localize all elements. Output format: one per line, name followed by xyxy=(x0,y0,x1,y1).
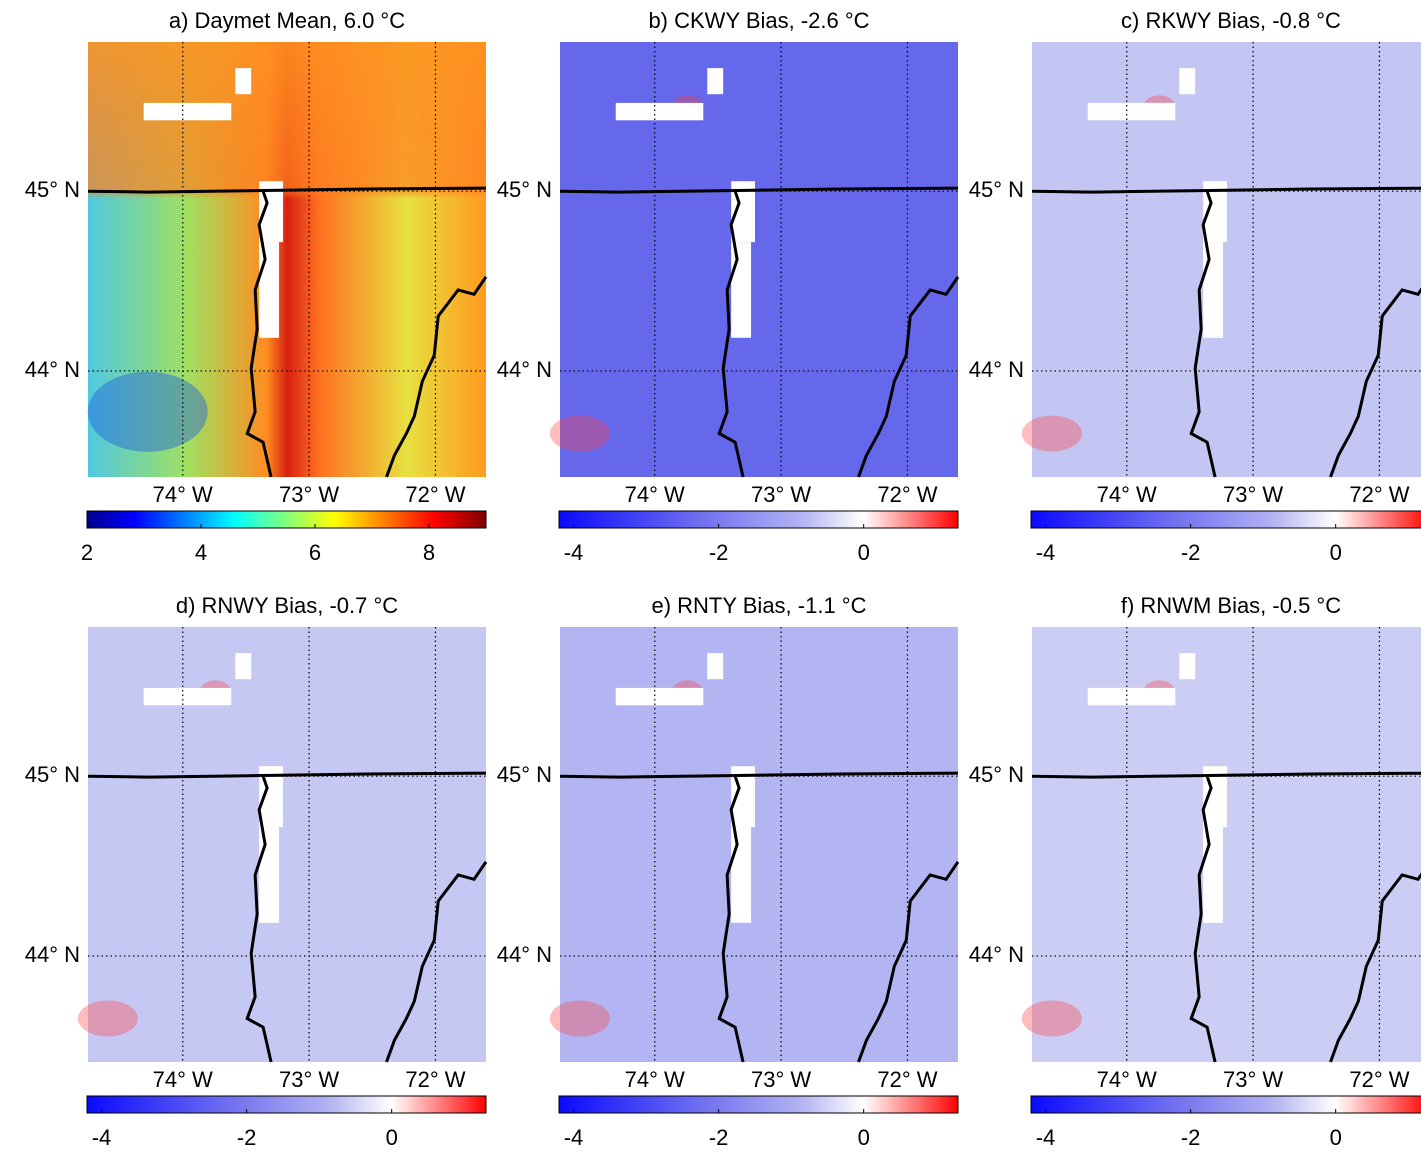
colorbar xyxy=(87,1096,486,1113)
colorbar xyxy=(1031,511,1421,528)
lon-label: 73° W xyxy=(1223,482,1283,507)
no-data-area xyxy=(731,242,751,338)
colorbar-tick-label: -4 xyxy=(92,1125,112,1150)
no-data-area xyxy=(616,103,704,120)
map-cold-patch xyxy=(88,372,208,452)
lon-label: 72° W xyxy=(877,482,937,507)
no-data-area xyxy=(144,103,232,120)
panel-title: d) RNWY Bias, -0.7 °C xyxy=(176,593,398,618)
panel-title: e) RNTY Bias, -1.1 °C xyxy=(651,593,866,618)
no-data-area xyxy=(707,653,723,679)
lon-label: 74° W xyxy=(153,1067,213,1092)
no-data-area xyxy=(1203,827,1223,923)
colorbar-tick-label: -4 xyxy=(564,1125,584,1150)
lon-label: 73° W xyxy=(1223,1067,1283,1092)
colorbar-tick-label: -4 xyxy=(1036,540,1056,565)
lat-label: 44° N xyxy=(497,357,552,382)
lat-label: 45° N xyxy=(25,177,80,202)
no-data-area xyxy=(707,68,723,94)
lon-label: 72° W xyxy=(405,1067,465,1092)
colorbar-tick-label: 0 xyxy=(858,1125,870,1150)
panel-title: a) Daymet Mean, 6.0 °C xyxy=(169,8,405,33)
no-data-area xyxy=(1203,242,1223,338)
no-data-area xyxy=(1088,103,1176,120)
colorbar-tick-label: -2 xyxy=(1181,1125,1201,1150)
colorbar-tick-label: 6 xyxy=(309,540,321,565)
lat-label: 44° N xyxy=(25,357,80,382)
no-data-area xyxy=(1179,68,1195,94)
map-panel: a) Daymet Mean, 6.0 °C 74° W 73° W 72° W 45°… xyxy=(25,8,486,565)
colorbar-tick-label: -2 xyxy=(709,1125,729,1150)
colorbar-tick-label: 8 xyxy=(423,540,435,565)
lon-label: 73° W xyxy=(751,482,811,507)
lon-label: 73° W xyxy=(279,1067,339,1092)
colorbar-tick-label: 2 xyxy=(81,540,93,565)
colorbar-tick-label: -4 xyxy=(1036,1125,1056,1150)
colorbar xyxy=(1031,1096,1421,1113)
lon-label: 74° W xyxy=(1097,482,1157,507)
lat-label: 44° N xyxy=(969,357,1024,382)
colorbar-tick-label: -2 xyxy=(237,1125,257,1150)
lon-label: 72° W xyxy=(1349,1067,1409,1092)
lon-label: 73° W xyxy=(751,1067,811,1092)
lon-label: 73° W xyxy=(279,482,339,507)
no-data-area xyxy=(144,688,232,705)
colorbar-tick-label: -2 xyxy=(1181,540,1201,565)
panel-title: b) CKWY Bias, -2.6 °C xyxy=(648,8,869,33)
lat-label: 44° N xyxy=(497,942,552,967)
lat-label: 45° N xyxy=(497,762,552,787)
map-panel: e) RNTY Bias, -1.1 °C 74° W 73° W 72° W 45° … xyxy=(497,593,958,1150)
panel-title: c) RKWY Bias, -0.8 °C xyxy=(1121,8,1341,33)
lat-label: 44° N xyxy=(969,942,1024,967)
no-data-area xyxy=(259,242,279,338)
colorbar xyxy=(559,511,958,528)
no-data-area xyxy=(731,827,751,923)
map-warm-patch xyxy=(550,416,610,452)
map-panel: b) CKWY Bias, -2.6 °C 74° W 73° W 72° W 45° … xyxy=(497,8,958,565)
no-data-area xyxy=(235,653,251,679)
colorbar xyxy=(559,1096,958,1113)
lon-label: 74° W xyxy=(1097,1067,1157,1092)
no-data-area xyxy=(235,68,251,94)
colorbar-tick-label: 0 xyxy=(386,1125,398,1150)
colorbar-tick-label: 0 xyxy=(1330,1125,1342,1150)
lat-label: 44° N xyxy=(25,942,80,967)
lon-label: 74° W xyxy=(625,482,685,507)
map-panel: d) RNWY Bias, -0.7 °C 74° W 73° W 72° W 45° … xyxy=(25,593,486,1150)
map-warm-patch xyxy=(1022,1001,1082,1037)
figure: a) Daymet Mean, 6.0 °C 74° W 73° W 72° W 45°… xyxy=(0,0,1421,1151)
colorbar-tick-label: 0 xyxy=(1330,540,1342,565)
no-data-area xyxy=(1179,653,1195,679)
colorbar-tick-label: 0 xyxy=(858,540,870,565)
map-panel: f) RNWM Bias, -0.5 °C 74° W 73° W 72° W 45° … xyxy=(969,593,1421,1150)
colorbar-tick-label: 4 xyxy=(195,540,207,565)
lon-label: 74° W xyxy=(625,1067,685,1092)
map-warm-patch xyxy=(550,1001,610,1037)
colorbar xyxy=(87,511,486,528)
no-data-area xyxy=(259,827,279,923)
lat-label: 45° N xyxy=(25,762,80,787)
lon-label: 72° W xyxy=(1349,482,1409,507)
lat-label: 45° N xyxy=(497,177,552,202)
lon-label: 72° W xyxy=(405,482,465,507)
map-warm-patch xyxy=(78,1001,138,1037)
lat-label: 45° N xyxy=(969,762,1024,787)
map-warm-patch xyxy=(1022,416,1082,452)
lon-label: 74° W xyxy=(153,482,213,507)
panel-title: f) RNWM Bias, -0.5 °C xyxy=(1121,593,1341,618)
lat-label: 45° N xyxy=(969,177,1024,202)
lon-label: 72° W xyxy=(877,1067,937,1092)
colorbar-tick-label: -4 xyxy=(564,540,584,565)
no-data-area xyxy=(616,688,704,705)
no-data-area xyxy=(1088,688,1176,705)
map-panel: c) RKWY Bias, -0.8 °C 74° W 73° W 72° W 45° … xyxy=(969,8,1421,565)
colorbar-tick-label: -2 xyxy=(709,540,729,565)
